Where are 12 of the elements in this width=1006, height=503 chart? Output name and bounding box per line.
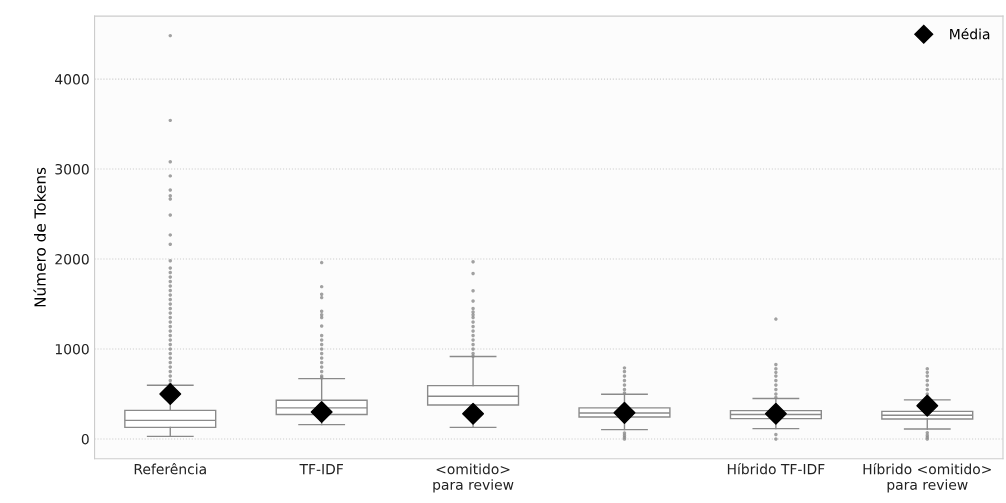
- y-axis-title: Número de Tokens: [33, 167, 46, 307]
- x-tick-label: <omitido> para review: [433, 463, 514, 493]
- x-tick-label: Referência: [134, 463, 206, 475]
- y-tick-label: 3000: [55, 164, 89, 175]
- y-tick-label: 0: [81, 433, 89, 445]
- x-tick-label: TF-IDF: [299, 464, 343, 475]
- y-tick-label: 1000: [55, 343, 89, 355]
- y-tick-label: 4000: [55, 74, 89, 85]
- legend-label: Média: [950, 28, 990, 40]
- x-tick-label: Híbrido TF-IDF: [727, 463, 825, 475]
- x-tick-label: Híbrido <omitido> para review: [863, 463, 991, 493]
- y-tick-label: 2000: [55, 253, 89, 265]
